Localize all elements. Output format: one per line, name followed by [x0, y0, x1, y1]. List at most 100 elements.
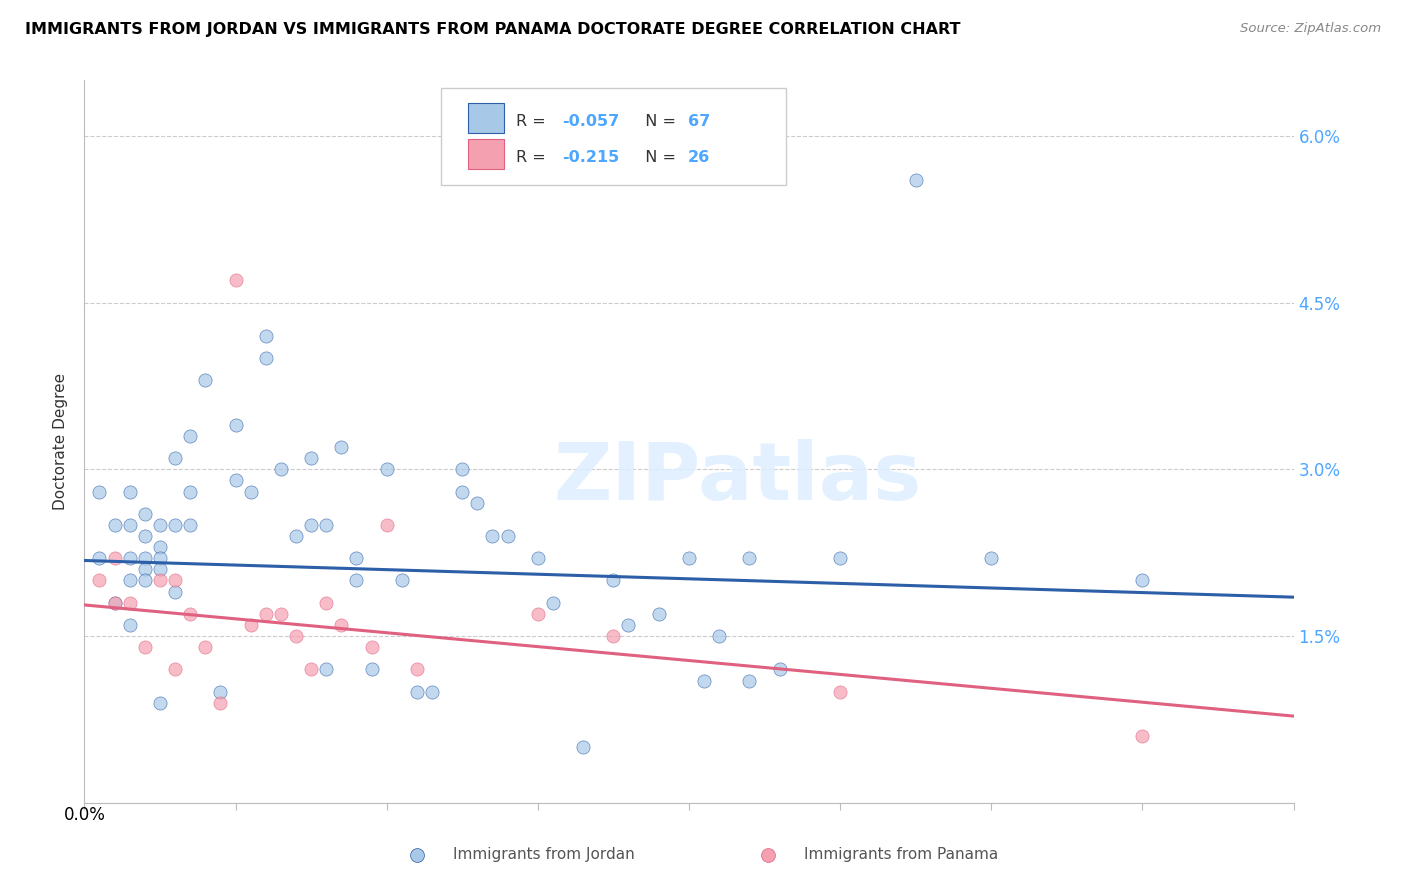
Point	[149, 696, 172, 710]
Point	[375, 462, 398, 476]
Point	[254, 607, 277, 621]
Text: 26: 26	[688, 150, 710, 164]
Point	[709, 629, 731, 643]
Point	[1132, 729, 1154, 743]
Point	[149, 517, 172, 532]
Point	[209, 696, 232, 710]
Text: Immigrants from Jordan: Immigrants from Jordan	[453, 847, 636, 863]
FancyBboxPatch shape	[468, 139, 503, 169]
Point	[602, 629, 624, 643]
Point	[179, 517, 201, 532]
Point	[346, 551, 368, 566]
Point	[225, 474, 247, 488]
Point	[527, 551, 550, 566]
FancyBboxPatch shape	[441, 87, 786, 185]
Point	[830, 684, 852, 698]
Point	[134, 507, 156, 521]
Point	[118, 618, 141, 632]
Point	[149, 551, 172, 566]
Text: N =: N =	[634, 114, 681, 128]
Point	[830, 551, 852, 566]
Point	[738, 551, 761, 566]
Point	[648, 607, 671, 621]
Point	[194, 640, 217, 655]
Point	[149, 574, 172, 588]
Point	[617, 618, 640, 632]
FancyBboxPatch shape	[468, 103, 503, 134]
Point	[769, 662, 792, 676]
Point	[406, 684, 429, 698]
Point	[118, 574, 141, 588]
Point	[451, 484, 474, 499]
Text: ZIPatlas: ZIPatlas	[553, 439, 921, 516]
Point	[496, 529, 519, 543]
Point	[299, 451, 322, 466]
Point	[330, 440, 353, 454]
Point	[406, 662, 429, 676]
Text: IMMIGRANTS FROM JORDAN VS IMMIGRANTS FROM PANAMA DOCTORATE DEGREE CORRELATION CH: IMMIGRANTS FROM JORDAN VS IMMIGRANTS FRO…	[25, 22, 960, 37]
Point	[315, 596, 337, 610]
Point	[299, 517, 322, 532]
Point	[330, 618, 353, 632]
Text: N =: N =	[634, 150, 681, 164]
Point	[239, 484, 262, 499]
Point	[179, 607, 201, 621]
Point	[104, 551, 127, 566]
Point	[134, 640, 156, 655]
Text: Immigrants from Panama: Immigrants from Panama	[804, 847, 998, 863]
Point	[165, 451, 187, 466]
Point	[481, 529, 503, 543]
Point	[179, 484, 201, 499]
Point	[118, 596, 141, 610]
Point	[299, 662, 322, 676]
Point	[209, 684, 232, 698]
Point	[360, 640, 382, 655]
Point	[89, 574, 111, 588]
Point	[89, 551, 111, 566]
Point	[104, 517, 127, 532]
Point	[118, 517, 141, 532]
Point	[467, 496, 489, 510]
Point	[118, 484, 141, 499]
Point	[375, 517, 398, 532]
Point	[149, 562, 172, 576]
Point	[165, 584, 187, 599]
Point	[104, 596, 127, 610]
Text: R =: R =	[516, 114, 551, 128]
Point	[118, 551, 141, 566]
Point	[285, 629, 308, 643]
Point	[738, 673, 761, 688]
Point	[346, 574, 368, 588]
Point	[165, 517, 187, 532]
Point	[980, 551, 1002, 566]
Point	[254, 329, 277, 343]
Point	[225, 273, 247, 287]
Point	[693, 673, 716, 688]
Point	[254, 351, 277, 366]
Point	[420, 684, 443, 698]
Point	[149, 540, 172, 554]
Point	[239, 618, 262, 632]
Point	[89, 484, 111, 499]
Point	[134, 551, 156, 566]
Point	[134, 562, 156, 576]
Point	[315, 662, 337, 676]
Point	[270, 462, 292, 476]
Point	[541, 596, 564, 610]
Point	[270, 607, 292, 621]
Point	[165, 574, 187, 588]
Point	[104, 596, 127, 610]
Point	[315, 517, 337, 532]
Point	[1132, 574, 1154, 588]
Point	[527, 607, 550, 621]
Point	[602, 574, 624, 588]
Point	[134, 574, 156, 588]
Point	[360, 662, 382, 676]
Point	[165, 662, 187, 676]
Point	[391, 574, 413, 588]
Point	[225, 417, 247, 432]
Point	[285, 529, 308, 543]
Text: 0.0%: 0.0%	[63, 806, 105, 824]
Text: Source: ZipAtlas.com: Source: ZipAtlas.com	[1240, 22, 1381, 36]
Text: -0.215: -0.215	[562, 150, 619, 164]
